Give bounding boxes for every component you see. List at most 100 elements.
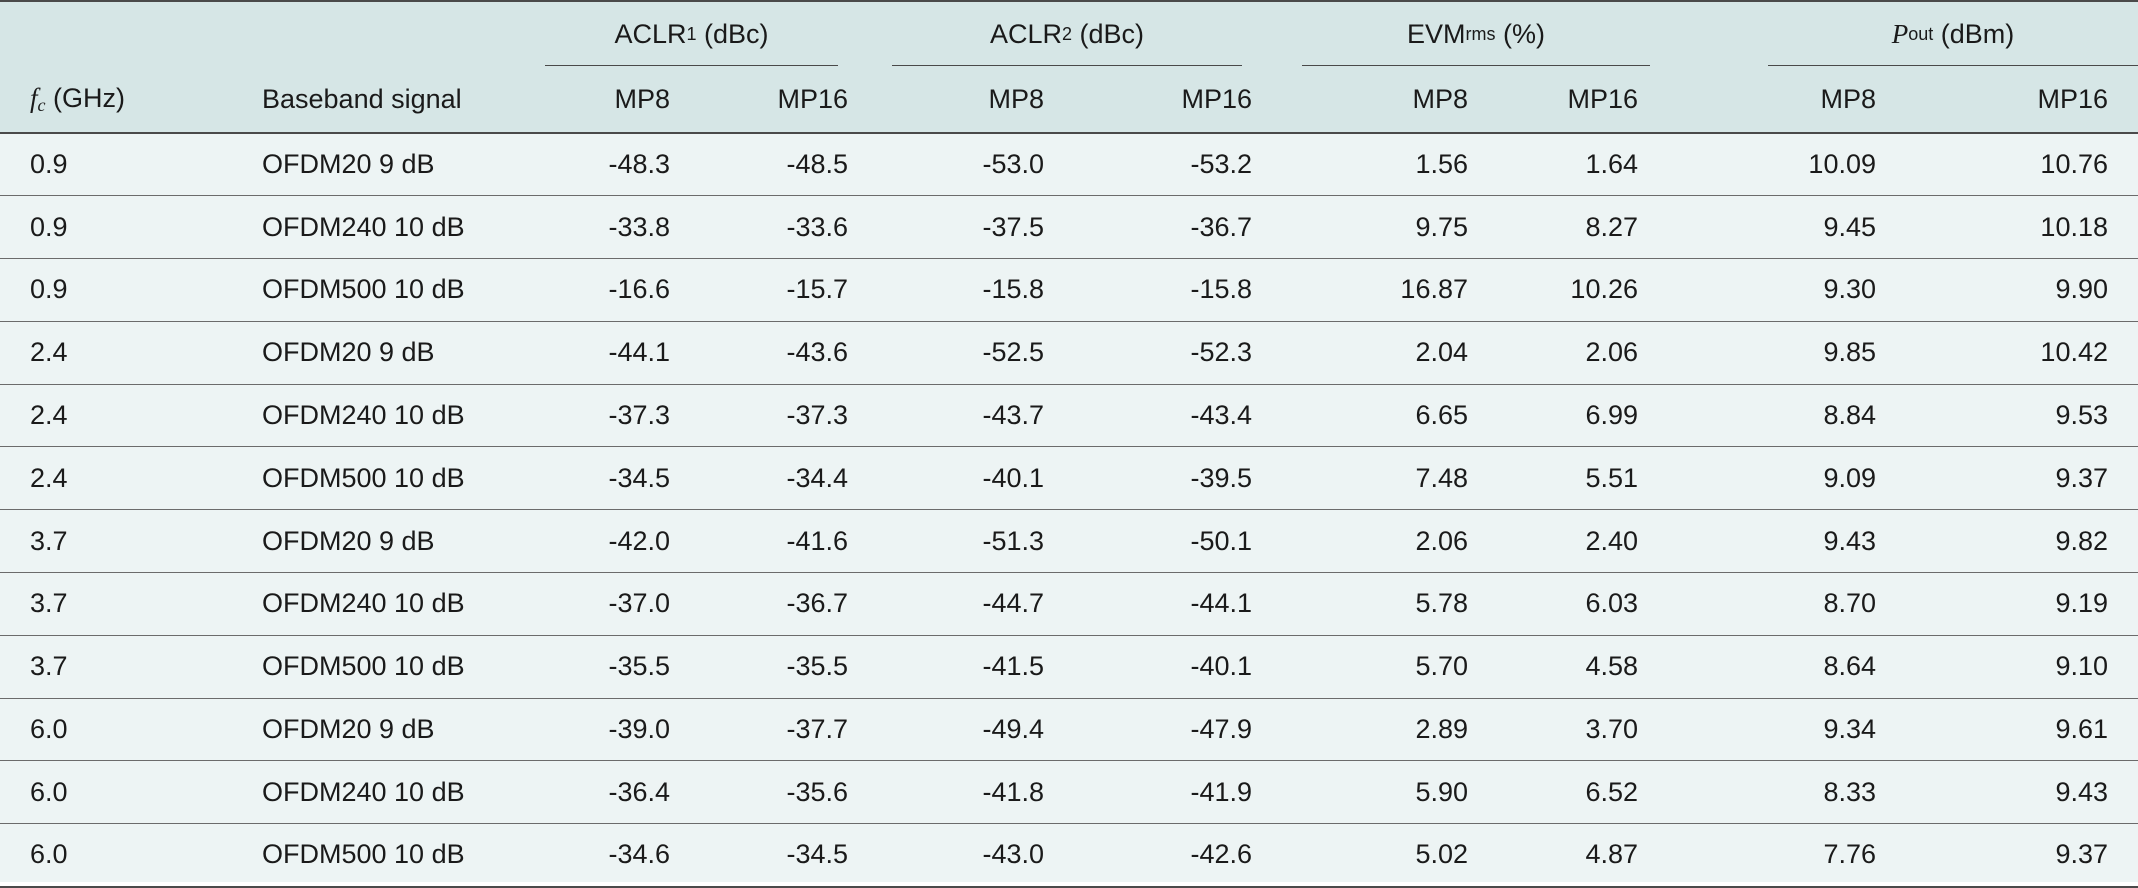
cell-aclr2-mp16: -50.1 — [1074, 509, 1292, 574]
group-evm-unit: (%) — [1495, 18, 1545, 49]
table-row: 3.7 OFDM500 10 dB -35.5 -35.5 -41.5 -40.1 5.70… — [0, 635, 2138, 699]
fc-header: fc (GHz) — [0, 66, 262, 134]
cell-aclr2-mp8: -43.7 — [888, 384, 1074, 448]
group-evm-rule — [1302, 65, 1650, 66]
cell-baseband: OFDM500 10 dB — [262, 635, 540, 699]
cell-aclr2-mp16: -53.2 — [1074, 133, 1292, 197]
cell-fc: 2.4 — [0, 446, 262, 511]
cell-pout-mp8: 10.09 — [1684, 133, 1890, 197]
group-aclr1-base: ACLR — [614, 18, 687, 49]
cell-aclr2-mp8: -49.4 — [888, 698, 1074, 762]
group-aclr2-rule — [892, 65, 1242, 66]
cell-aclr2-mp16: -44.1 — [1074, 572, 1292, 636]
cell-evm-mp16: 2.06 — [1478, 321, 1684, 385]
table-row: 2.4 OFDM240 10 dB -37.3 -37.3 -43.7 -43.4 6.65… — [0, 384, 2138, 448]
cell-aclr1-mp8: -44.1 — [540, 321, 670, 385]
cell-evm-mp8: 2.06 — [1292, 509, 1478, 574]
group-pout-unit: (dBm) — [1933, 18, 2015, 49]
cell-pout-mp16: 9.19 — [1890, 572, 2138, 636]
group-aclr1-sub: 1 — [686, 23, 697, 44]
cell-pout-mp8: 7.76 — [1823, 839, 1876, 870]
group-evm-base: EVM — [1406, 18, 1466, 49]
cell-fc: 0.9 — [0, 133, 262, 197]
sub-header-pout-mp8: MP8 — [1684, 66, 1890, 134]
cell-fc: 2.4 — [0, 321, 262, 385]
cell-pout-mp8: 9.30 — [1684, 258, 1890, 322]
cell-pout-mp8: 8.33 — [1684, 760, 1890, 825]
cell-aclr2-mp16: -47.9 — [1074, 698, 1292, 762]
cell-evm-mp8: 16.87 — [1292, 258, 1478, 322]
table-row: 3.7 OFDM240 10 dB -37.0 -36.7 -44.7 -44.1 5.78… — [0, 572, 2138, 636]
cell-evm-mp8: 9.75 — [1292, 195, 1478, 260]
cell-pout-mp16: 10.42 — [1890, 321, 2138, 385]
table-row: 0.9 OFDM240 10 dB -33.8 -33.6 -37.5 -36.7 9.75… — [0, 195, 2138, 260]
group-aclr2-header: ACLR 2 (dBc) — [888, 1, 1292, 66]
cell-pout-mp16: 9.43 — [1890, 760, 2138, 825]
sub-header-evm-mp8: MP8 — [1292, 66, 1478, 134]
cell-pout-mp16: 9.90 — [1890, 258, 2138, 322]
cell-evm-mp16: 6.99 — [1478, 384, 1684, 448]
cell-aclr1-mp16: -41.6 — [670, 509, 888, 574]
cell-aclr2-mp8: -15.8 — [888, 258, 1074, 322]
cell-pout-mp8: 9.45 — [1684, 195, 1890, 260]
cell-aclr1-mp16: -48.5 — [670, 133, 888, 197]
cell-fc: 6.0 — [0, 698, 262, 762]
cell-evm-mp8: 6.65 — [1292, 384, 1478, 448]
group-aclr1-rule — [545, 65, 838, 66]
cell-pout-mp8: 8.64 — [1684, 635, 1890, 699]
cell-aclr1-mp16: -34.5 — [786, 839, 848, 870]
cell-baseband: OFDM500 10 dB — [262, 258, 540, 322]
cell-fc: 6.0 — [0, 760, 262, 825]
cell-aclr1-mp16: -35.6 — [670, 760, 888, 825]
cell-fc: 3.7 — [0, 572, 262, 636]
cell-fc: 2.4 — [0, 384, 262, 448]
fc-header-base: f — [30, 82, 38, 113]
cell-aclr2-mp8: -52.5 — [888, 321, 1074, 385]
cell-aclr2-mp8: -37.5 — [888, 195, 1074, 260]
cell-fc: 3.7 — [0, 509, 262, 574]
group-evm-sub: rms — [1465, 23, 1496, 44]
group-pout-sub: out — [1908, 23, 1934, 44]
table-row: 3.7 OFDM20 9 dB -42.0 -41.6 -51.3 -50.1 2.06 2.… — [0, 509, 2138, 574]
cell-aclr2-mp16: -15.8 — [1074, 258, 1292, 322]
cell-aclr1-mp8: -34.5 — [540, 446, 670, 511]
cell-aclr1-mp8: -33.8 — [540, 195, 670, 260]
cell-fc: 6.0 — [30, 839, 68, 870]
cell-fc: 0.9 — [0, 195, 262, 260]
cell-aclr1-mp8: -42.0 — [540, 509, 670, 574]
cell-pout-mp16: 9.37 — [1890, 446, 2138, 511]
cell-baseband: OFDM500 10 dB — [262, 446, 540, 511]
cell-aclr2-mp8: -41.8 — [888, 760, 1074, 825]
cell-fc: 0.9 — [0, 258, 262, 322]
cell-pout-mp16: 9.10 — [1890, 635, 2138, 699]
cell-aclr2-mp16: -42.6 — [1190, 839, 1252, 870]
cell-evm-mp8: 5.70 — [1292, 635, 1478, 699]
cell-pout-mp16: 10.18 — [1890, 195, 2138, 260]
table-row: 2.4 OFDM20 9 dB -44.1 -43.6 -52.5 -52.3 2.04 2.… — [0, 321, 2138, 385]
group-pout-base: P — [1891, 18, 1909, 49]
table-body: 0.9 OFDM20 9 dB -48.3 -48.5 -53.0 -53.2 1.56 1.… — [0, 133, 2138, 887]
cell-pout-mp16: 9.61 — [1890, 698, 2138, 762]
group-aclr1-header: ACLR 1 (dBc) — [540, 1, 888, 66]
table-row: 6.0 OFDM20 9 dB -39.0 -37.7 -49.4 -47.9 2.89 3.… — [0, 698, 2138, 762]
sub-header-aclr1-mp8: MP8 — [540, 66, 670, 134]
cell-evm-mp16: 4.87 — [1585, 839, 1638, 870]
cell-evm-mp16: 3.70 — [1478, 698, 1684, 762]
cell-evm-mp8: 5.02 — [1415, 839, 1468, 870]
cell-pout-mp16: 10.76 — [1890, 133, 2138, 197]
cell-evm-mp16: 1.64 — [1478, 133, 1684, 197]
cell-aclr2-mp8: -40.1 — [888, 446, 1074, 511]
cell-baseband: OFDM20 9 dB — [262, 698, 540, 762]
cell-aclr1-mp8: -48.3 — [540, 133, 670, 197]
group-aclr2-base: ACLR — [989, 18, 1062, 49]
cell-pout-mp8: 9.34 — [1684, 698, 1890, 762]
sub-header-aclr1-mp16: MP16 — [670, 66, 888, 134]
table-row: 6.0 OFDM240 10 dB -36.4 -35.6 -41.8 -41.9 5.90… — [0, 760, 2138, 825]
cell-pout-mp8: 9.43 — [1684, 509, 1890, 574]
cell-baseband: OFDM240 10 dB — [262, 760, 540, 825]
cell-aclr1-mp8: -37.3 — [540, 384, 670, 448]
